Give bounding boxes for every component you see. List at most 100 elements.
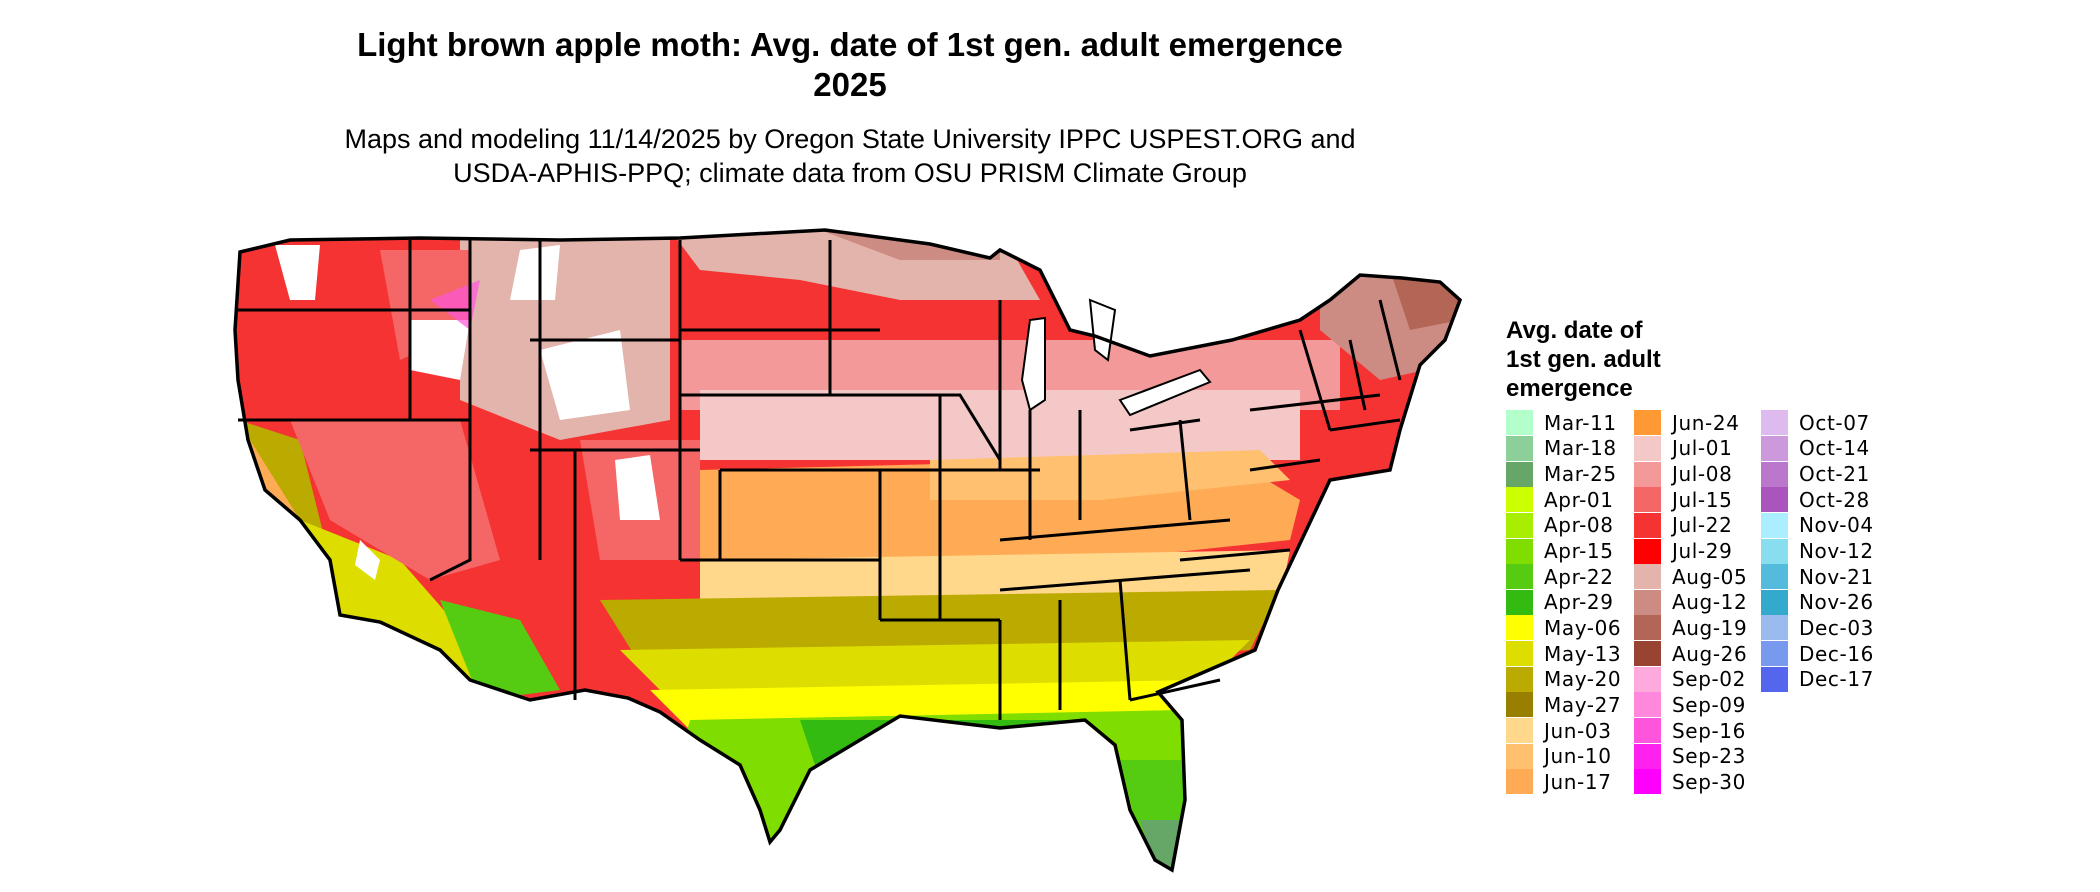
legend-swatch — [1634, 589, 1661, 615]
legend-item: Aug-12 — [1634, 589, 1747, 615]
legend-swatch — [1634, 512, 1661, 538]
legend-label: Jul-08 — [1672, 462, 1733, 487]
legend-item: Jul-08 — [1634, 461, 1747, 487]
legend-label: Apr-08 — [1544, 513, 1614, 538]
legend-label: Dec-03 — [1799, 615, 1874, 640]
legend-label: Apr-29 — [1544, 590, 1614, 615]
legend-label: Oct-07 — [1799, 410, 1870, 435]
legend-item: Oct-07 — [1761, 410, 1874, 436]
legend-swatch — [1506, 692, 1533, 718]
legend-label: May-27 — [1544, 692, 1622, 717]
legend-swatch — [1634, 769, 1661, 795]
legend-swatch — [1634, 666, 1661, 692]
legend-swatch — [1506, 512, 1533, 538]
legend-item: Apr-29 — [1506, 589, 1621, 615]
legend-swatch — [1634, 641, 1661, 667]
legend-label: Apr-01 — [1544, 487, 1614, 512]
legend-item: Dec-17 — [1761, 666, 1874, 692]
legend-swatch — [1634, 487, 1661, 513]
legend-swatch — [1506, 615, 1533, 641]
legend-label: Aug-05 — [1672, 564, 1748, 589]
legend-item: May-20 — [1506, 666, 1621, 692]
legend-title-line-2: 1st gen. adult — [1506, 346, 1661, 373]
legend-swatch — [1634, 718, 1661, 743]
legend-label: Jul-29 — [1672, 539, 1733, 564]
legend-swatch — [1634, 743, 1661, 769]
legend-swatch — [1506, 487, 1533, 513]
legend-item: Sep-02 — [1634, 666, 1747, 692]
legend-item: Oct-14 — [1761, 435, 1874, 462]
legend-label: May-20 — [1544, 667, 1622, 692]
legend-swatch — [1506, 743, 1533, 769]
legend-label: May-13 — [1544, 641, 1622, 666]
legend-label: Jul-15 — [1672, 487, 1733, 512]
legend-swatch — [1506, 769, 1533, 795]
legend-label: Oct-28 — [1799, 487, 1870, 512]
legend-swatch — [1761, 615, 1788, 641]
legend-swatch — [1506, 641, 1533, 667]
legend-item: Nov-04 — [1761, 512, 1874, 539]
legend-label: Oct-14 — [1799, 436, 1870, 461]
legend-item: Jun-10 — [1506, 743, 1621, 769]
legend-label: Mar-18 — [1544, 436, 1617, 461]
legend-swatch — [1506, 461, 1533, 487]
legend-item: Mar-25 — [1506, 461, 1621, 487]
legend-label: Apr-15 — [1544, 539, 1614, 564]
legend-label: Mar-11 — [1544, 410, 1617, 435]
legend-label: Nov-04 — [1799, 513, 1874, 538]
legend-label: May-06 — [1544, 615, 1622, 640]
state-boundaries — [235, 240, 1402, 720]
legend-item: Oct-28 — [1761, 487, 1874, 513]
legend-item: Nov-21 — [1761, 564, 1874, 590]
legend-swatch — [1506, 666, 1533, 692]
legend-column-1: Mar-11 Mar-18 Mar-25 Apr-01 Apr-08 Apr-15 Apr-… — [1506, 410, 1621, 795]
legend-title-line-1: Avg. date of — [1506, 317, 1643, 344]
legend-item: Jul-15 — [1634, 487, 1747, 513]
legend-swatch — [1761, 512, 1788, 538]
legend-swatch — [1634, 564, 1661, 590]
legend-swatch — [1634, 410, 1661, 436]
legend-swatch — [1506, 564, 1533, 590]
legend-item: May-27 — [1506, 692, 1621, 718]
legend-item: Jun-17 — [1506, 769, 1621, 795]
legend-swatch — [1761, 641, 1788, 667]
legend-label: Mar-25 — [1544, 462, 1617, 487]
legend-label: Sep-23 — [1672, 744, 1746, 769]
legend-label: Jul-22 — [1672, 513, 1733, 538]
legend-title: Avg. date of 1st gen. adult emergence — [1506, 316, 1726, 403]
legend-label: Jun-17 — [1544, 769, 1612, 794]
legend-column-2: Jun-24 Jul-01 Jul-08 Jul-15 Jul-22 Jul-29 Aug-… — [1634, 410, 1747, 795]
legend-label: Dec-17 — [1799, 667, 1874, 692]
legend-label: Jun-03 — [1544, 718, 1612, 743]
legend-item: Apr-08 — [1506, 512, 1621, 539]
legend-label: Sep-09 — [1672, 692, 1746, 717]
legend-swatch — [1506, 718, 1533, 743]
legend-item: Sep-30 — [1634, 769, 1747, 795]
legend-swatch — [1761, 564, 1788, 590]
legend-item: Dec-03 — [1761, 615, 1874, 641]
legend-item: Dec-16 — [1761, 641, 1874, 667]
map-subtitle-line-2: USDA-APHIS-PPQ; climate data from OSU PR… — [453, 158, 1247, 188]
legend-item: Apr-22 — [1506, 564, 1621, 590]
legend-label: Aug-12 — [1672, 590, 1748, 615]
legend-swatch — [1761, 538, 1788, 564]
legend-swatch — [1761, 589, 1788, 615]
legend-swatch — [1761, 666, 1788, 692]
legend-label: Dec-16 — [1799, 641, 1874, 666]
legend-swatch — [1634, 435, 1661, 461]
legend-item: Jul-01 — [1634, 435, 1747, 462]
legend-item: May-13 — [1506, 641, 1621, 667]
legend-item: Aug-26 — [1634, 641, 1747, 667]
legend-swatch — [1634, 692, 1661, 718]
map-title: Light brown apple moth: Avg. date of 1st… — [357, 26, 1343, 63]
legend-label: Sep-16 — [1672, 718, 1746, 743]
legend-column-3: Oct-07 Oct-14 Oct-21 Oct-28 Nov-04 Nov-12 Nov-… — [1761, 410, 1874, 692]
legend-item: Mar-18 — [1506, 435, 1621, 462]
legend-item: Nov-12 — [1761, 538, 1874, 564]
great-lakes — [1020, 298, 1212, 417]
legend-item: Sep-23 — [1634, 743, 1747, 769]
legend-swatch — [1506, 538, 1533, 564]
legend-swatch — [1634, 538, 1661, 564]
legend-title-line-3: emergence — [1506, 375, 1633, 402]
